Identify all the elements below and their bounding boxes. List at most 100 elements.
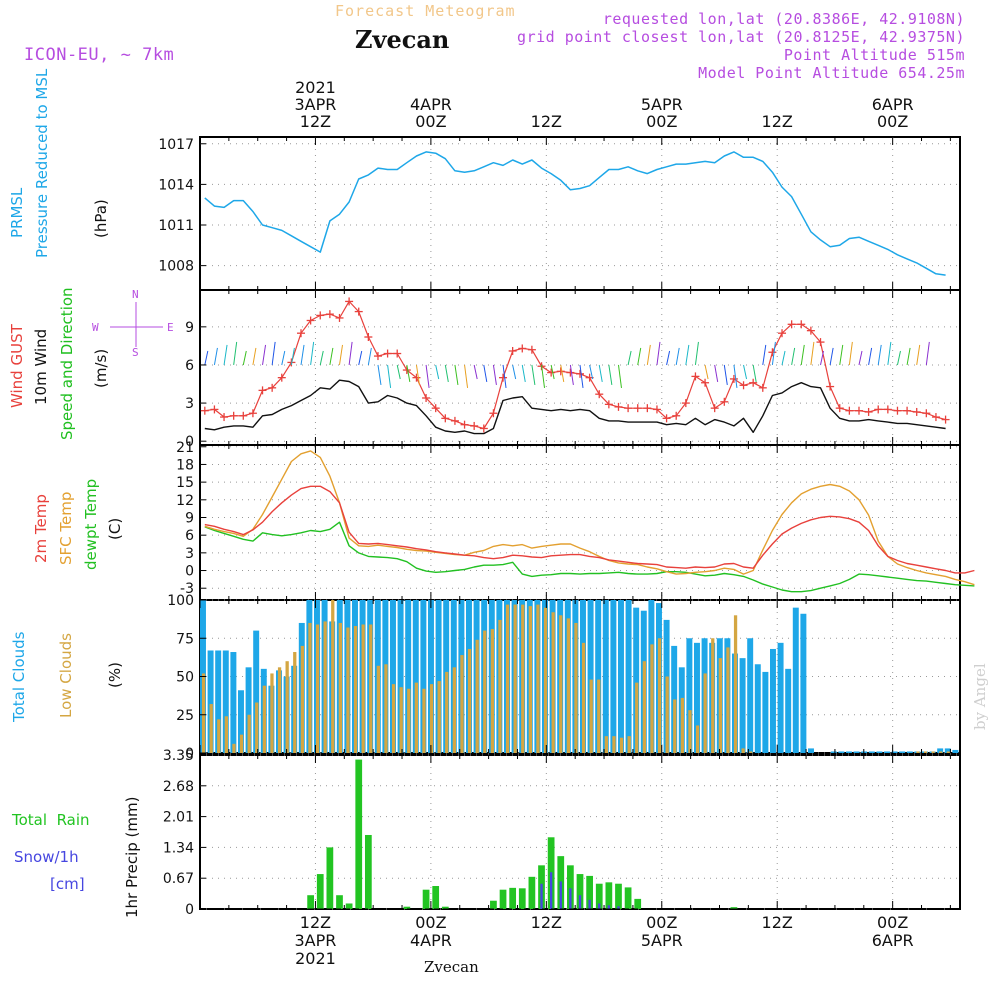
total-cloud-bar [435,600,442,753]
super-title: Forecast Meteogram [335,2,516,20]
compass-w: W [92,321,99,334]
wind-direction-arrow [502,364,507,389]
model-label: ICON-EU, ~ 7km [24,45,174,65]
low-cloud-bar [574,622,578,753]
wind-direction-arrow [444,364,449,383]
precip-axis-label: 1hr Precip (mm) [123,797,141,918]
low-cloud-bar [741,748,745,753]
wind-direction-arrow [800,344,805,366]
low-cloud-bar [536,604,540,753]
clouds-tick-label: 75 [176,631,194,647]
wind-direction-arrow [329,347,334,366]
total-cloud-bar [207,650,214,753]
bottom-time-label: 00Z [877,913,908,932]
wind-direction-arrow [338,344,343,366]
snow-bar [569,888,572,909]
total-cloud-bar [868,751,875,753]
total-cloud-bar [412,600,419,753]
low-cloud-bar [521,604,525,753]
wind-direction-arrow [810,341,815,366]
clouds-tick-label: 25 [176,708,194,724]
low-cloud-bar [726,647,730,753]
wind-direction-arrow [704,364,709,380]
wind-direction-arrow [367,347,372,366]
rain-bar [595,883,603,909]
low-cloud-bar [399,687,403,753]
wind-direction-arrow [550,364,555,380]
wind-direction-arrow [454,364,459,386]
low-cloud-bar [931,751,935,753]
rain-bar [518,888,526,909]
low-cloud-bar [414,682,418,753]
total-cloud-bar [595,600,602,753]
bottom-time-label: 3APR [294,931,336,950]
total-cloud-bar [785,668,792,753]
rain-bar [509,887,517,909]
rain-bar [499,889,507,909]
low-cloud-bar [429,684,434,753]
wind-label-gust: Wind GUST [8,323,26,408]
pressure-label-2: Pressure Reduced to MSL [33,68,51,258]
wind-direction-arrow [531,364,536,386]
wind-direction-arrow [425,364,430,389]
low-cloud-bar [475,639,479,753]
wind-direction-arrow [348,341,353,366]
wind-tick-label: 6 [185,358,194,374]
precip-tick-label: 3.35 [163,748,194,764]
precip-tick-label: 0 [185,902,194,918]
total-cloud-bar [792,607,799,753]
low-cloud-bar [369,624,373,753]
wind-direction-arrow [464,364,469,389]
precip-labels: Total Rain Snow/1h [cm] 1hr Precip (mm) [11,797,141,918]
wind-direction-arrow [896,350,901,366]
wind-direction-arrow [617,364,622,389]
wind-direction-arrow [252,347,257,366]
clouds-label-total: Total Clouds [10,631,28,723]
rain-bar [336,895,343,909]
wind-direction-arrow [387,364,392,389]
precip-label-cm: [cm] [50,875,85,893]
wind-units: (m/s) [92,349,110,388]
total-cloud-bar [747,638,754,753]
wind-tick-label: 9 [185,320,194,336]
low-cloud-bar [437,681,441,753]
wind-direction-arrow [791,347,796,366]
low-cloud-bar [285,661,289,753]
precip-tick-label: 2.68 [163,779,194,795]
dewpt-line [204,521,975,593]
wind-direction-arrow [858,350,863,366]
total-cloud-bar [587,600,594,753]
low-cloud-bar [619,737,624,753]
precip-tick-label: 1.34 [163,840,194,856]
bottom-time-label: 12Z [762,913,793,932]
top-time-label: 6APR [872,95,914,114]
low-cloud-bar [201,673,206,753]
rain-bar [403,906,411,909]
low-cloud-bar [581,642,586,753]
temperature-tick-label: 15 [176,475,194,491]
top-time-label: 3APR [294,95,336,114]
low-cloud-bar [293,652,297,753]
top-time-label: 4APR [410,95,452,114]
low-cloud-bar [323,621,327,753]
total-cloud-bar [808,748,814,753]
low-cloud-bar [490,629,494,753]
total-cloud-bar [694,642,700,753]
temperature-tick-label: 9 [185,510,194,526]
precip-tick-label: 0.67 [163,871,194,887]
wind-direction-arrow [848,341,853,366]
wind-direction-arrow [868,347,873,366]
snow-bar [588,899,591,909]
total-cloud-bar [253,630,260,753]
low-cloud-bar [946,751,950,753]
wind-direction-arrow [579,364,584,389]
total-cloud-bar [937,748,944,753]
low-cloud-bar [916,751,920,753]
total-cloud-bar [876,751,883,753]
wind-direction-arrow [213,347,218,366]
temperature-tick-label: 18 [176,457,194,473]
temperature-tick-label: 6 [185,528,194,544]
total-cloud-bar [405,600,412,753]
low-cloud-bar [528,606,532,753]
top-time-label: 12Z [300,112,331,131]
